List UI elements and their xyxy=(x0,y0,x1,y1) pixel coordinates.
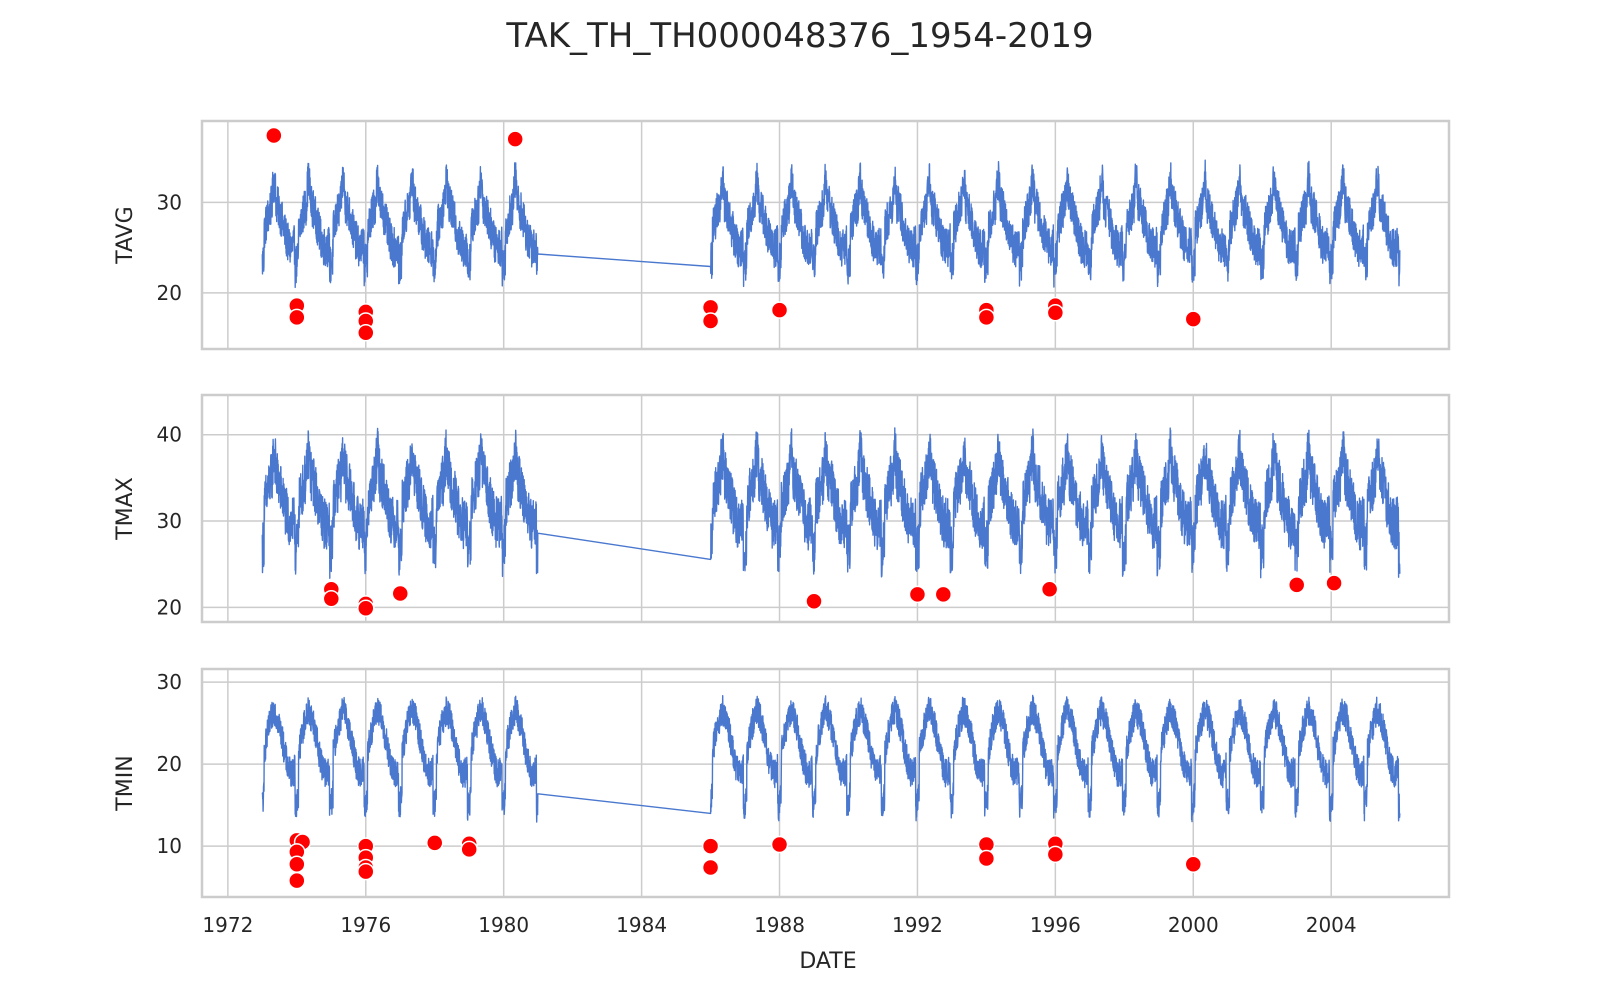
series-line-tmax xyxy=(261,427,1401,579)
outlier-point xyxy=(357,862,375,881)
outlier-point xyxy=(934,585,953,604)
outlier-point xyxy=(506,130,524,148)
x-tick-label: 1972 xyxy=(202,913,253,937)
outlier-point xyxy=(701,837,720,855)
outlier-point xyxy=(1040,580,1059,598)
series-line-tavg xyxy=(261,159,1401,289)
y-tick-label: 10 xyxy=(157,834,182,858)
outlier-point xyxy=(1287,576,1306,594)
panel-tavg: 20 30 TAVG xyxy=(113,119,1451,351)
outlier-point xyxy=(701,858,720,877)
x-tick-label: 1976 xyxy=(340,913,391,937)
outlier-point xyxy=(1046,304,1065,322)
outlier-point xyxy=(288,855,306,873)
panel-frame xyxy=(200,393,1451,624)
y-tick-label: 30 xyxy=(157,509,182,533)
outlier-point xyxy=(357,599,375,617)
outlier-point xyxy=(288,308,306,327)
x-ticks-layer: 1972 1976 1980 1984 1988 1992 1996 2000 2004 xyxy=(202,913,1356,937)
y-tick-label: 20 xyxy=(157,595,182,619)
chart-title: TAK_TH_TH000048376_1954-2019 xyxy=(505,16,1093,56)
panel-tmin: 10 20 30 TMIN xyxy=(113,667,1451,899)
y-tick-label: 30 xyxy=(157,190,182,214)
panel-frame xyxy=(200,667,1451,899)
outlier-point xyxy=(1184,310,1203,328)
outlier-point xyxy=(391,584,410,603)
outlier-point xyxy=(265,126,283,145)
panel-frame xyxy=(200,119,1451,351)
outlier-point xyxy=(1325,574,1343,592)
x-axis-title: DATE xyxy=(799,949,856,974)
outlier-point xyxy=(977,308,996,327)
outlier-point xyxy=(322,589,341,608)
x-tick-label: 1992 xyxy=(892,913,943,937)
outlier-point xyxy=(977,849,996,868)
x-tick-label: 2000 xyxy=(1168,913,1219,937)
panels-layer: 20 30 TAVG 20 30 40 TMAX 10 20 30 TMIN xyxy=(113,119,1451,899)
outlier-point xyxy=(805,592,823,611)
outlier-point xyxy=(288,871,306,890)
y-axis-title: TMIN xyxy=(113,755,138,811)
outlier-point xyxy=(425,834,444,852)
y-tick-label: 30 xyxy=(157,670,182,694)
x-tick-label: 1988 xyxy=(754,913,805,937)
y-tick-label: 40 xyxy=(157,423,182,447)
outlier-point xyxy=(908,585,927,604)
x-tick-label: 2004 xyxy=(1306,913,1357,937)
series-line-tmin xyxy=(261,694,1401,823)
y-tick-label: 20 xyxy=(157,281,182,305)
outlier-point xyxy=(770,835,789,854)
x-tick-label: 1996 xyxy=(1030,913,1081,937)
outlier-point xyxy=(357,323,375,342)
outlier-point xyxy=(1184,855,1203,873)
outlier-point xyxy=(460,840,478,859)
panel-tmax: 20 30 40 TMAX xyxy=(113,393,1451,624)
y-axis-title: TMAX xyxy=(113,477,138,541)
x-tick-label: 1984 xyxy=(616,913,667,937)
outlier-point xyxy=(701,312,720,330)
x-tick-label: 1980 xyxy=(478,913,529,937)
y-axis-title: TAVG xyxy=(113,206,138,264)
outlier-point xyxy=(1046,845,1065,864)
y-tick-label: 20 xyxy=(157,752,182,776)
outlier-point xyxy=(770,301,789,319)
